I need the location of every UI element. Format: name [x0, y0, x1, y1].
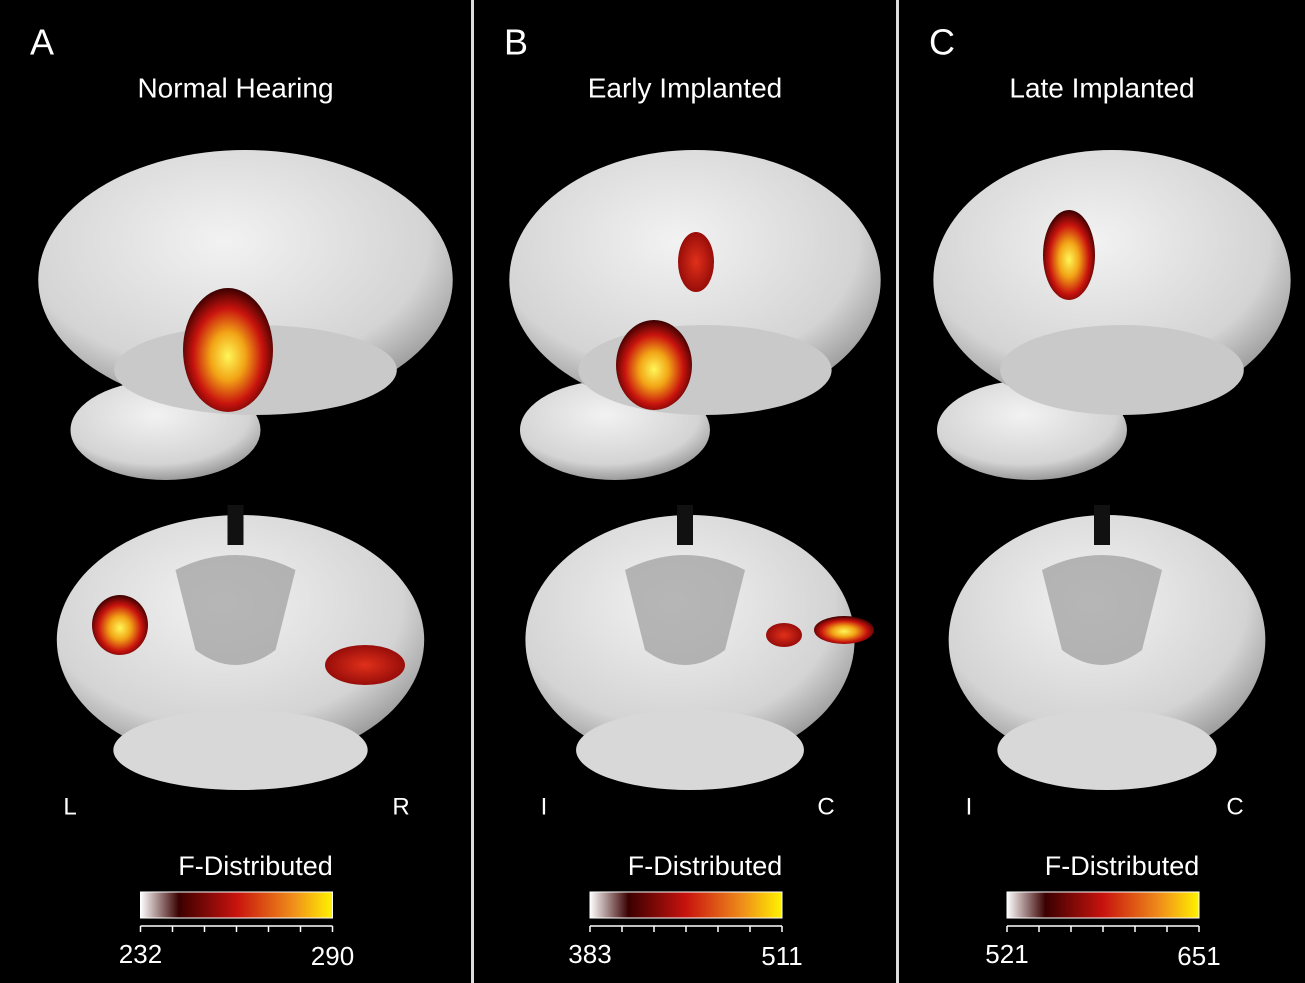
colorbar-title: F-Distributed — [628, 851, 783, 881]
cerebellum-coronal — [576, 710, 804, 790]
side-label: C — [817, 793, 834, 820]
colorbar-min: 383 — [568, 939, 611, 969]
midline-gap — [677, 505, 693, 545]
colorbar-min: 521 — [985, 939, 1028, 969]
colorbar-title: F-Distributed — [1045, 851, 1200, 881]
midline-gap — [227, 505, 244, 545]
colorbar — [140, 891, 333, 919]
colorbar-max: 290 — [311, 941, 354, 971]
colorbar — [589, 891, 783, 919]
divider — [896, 0, 899, 983]
side-label: I — [966, 793, 973, 820]
activation — [814, 616, 874, 644]
midline-gap — [1094, 505, 1110, 545]
activation — [92, 595, 148, 655]
ventricles — [625, 555, 745, 665]
activation — [1043, 210, 1095, 300]
panel-title: Late Implanted — [1009, 72, 1194, 103]
ventricles — [175, 555, 296, 665]
activation — [678, 232, 714, 292]
colorbar-max: 651 — [1177, 941, 1220, 971]
side-label: L — [63, 793, 76, 820]
panel-title: Early Implanted — [588, 72, 783, 103]
colorbar-max: 511 — [761, 941, 802, 971]
divider — [471, 0, 474, 983]
panel-title: Normal Hearing — [137, 72, 333, 103]
activation — [616, 320, 692, 410]
side-label: I — [541, 793, 548, 820]
activation — [325, 645, 405, 685]
cerebellum-coronal — [997, 710, 1217, 790]
colorbar-min: 232 — [119, 939, 162, 969]
panel-letter: A — [30, 22, 54, 63]
side-label: R — [392, 793, 409, 820]
colorbar-title: F-Distributed — [178, 851, 333, 881]
side-label: C — [1226, 793, 1243, 820]
panel: A Normal Hearing L R F-Distributed 232 290 — [30, 22, 453, 971]
panel-letter: C — [929, 22, 955, 63]
colorbar — [1006, 891, 1200, 919]
panel: B Early Implanted I C F-Distributed 383 511 — [504, 22, 881, 971]
panel-letter: B — [504, 22, 528, 63]
cerebellum-coronal — [113, 710, 368, 790]
ventricles — [1042, 555, 1162, 665]
activation — [766, 623, 802, 647]
activation — [183, 288, 273, 412]
temporal-lobe — [1000, 325, 1244, 415]
panel: C Late Implanted I C F-Distributed 521 651 — [929, 22, 1291, 971]
